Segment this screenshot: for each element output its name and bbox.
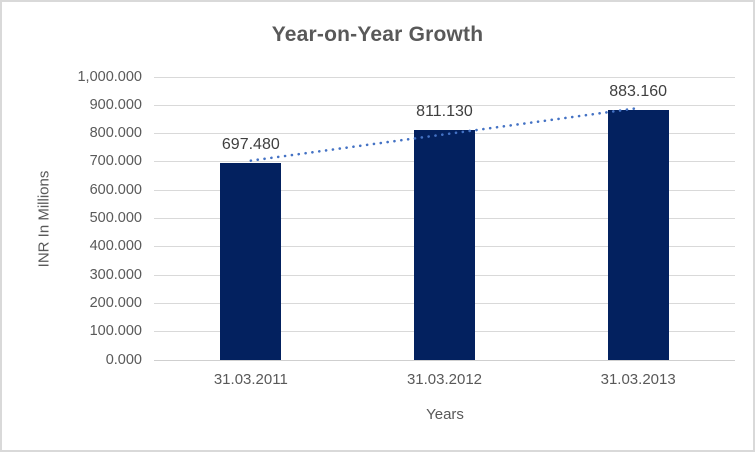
bar[interactable]	[607, 110, 669, 360]
y-tick-label: 500.000	[89, 210, 142, 226]
y-tick-label: 900.000	[89, 96, 142, 113]
chart-title: Year-on-Year Growth	[271, 23, 484, 46]
y-tick-label: 400.000	[89, 238, 142, 255]
x-axis-title: Years	[426, 406, 464, 423]
y-tick-label: 200.000	[89, 294, 142, 311]
y-tick-label: 1,000.000	[77, 68, 142, 85]
y-tick-label: 300.000	[89, 266, 142, 283]
bar[interactable]	[414, 130, 475, 360]
x-tick-label: 31.03.2012	[406, 371, 483, 388]
y-tick-label: 100.000	[89, 323, 142, 340]
data-label: 697.480	[221, 135, 280, 153]
y-tick-label: 600.000	[89, 181, 142, 198]
x-axis-line	[154, 359, 735, 361]
x-tick-label: 31.03.2013	[600, 371, 676, 388]
y-tick-label: 800.000	[89, 125, 142, 142]
data-label: 811.130	[416, 103, 473, 121]
x-tick-label: 31.03.2011	[213, 371, 288, 388]
bar[interactable]	[220, 162, 282, 360]
y-tick-label: 700.000	[89, 153, 142, 170]
gridline	[154, 104, 735, 106]
data-label: 883.160	[609, 83, 668, 101]
y-tick-label: 0.000	[105, 351, 142, 368]
gridline	[154, 76, 735, 78]
